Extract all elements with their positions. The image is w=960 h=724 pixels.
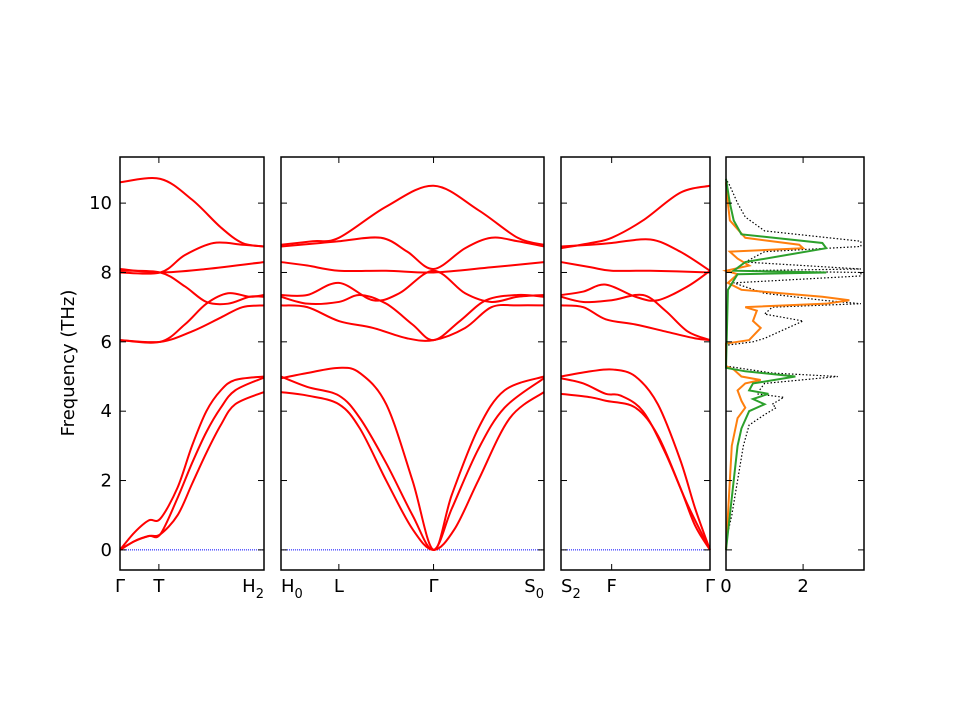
dos-series-3 (724, 178, 828, 550)
band-5 (119, 292, 265, 344)
y-tick-label: 8 (101, 262, 112, 283)
y-axis-label: Frequency (THz) (58, 290, 79, 437)
band-6 (119, 269, 265, 306)
band-7 (280, 261, 545, 274)
band-7 (119, 261, 265, 274)
band-9 (560, 184, 711, 250)
band-2 (119, 376, 265, 551)
x-tick-label: H0 (281, 576, 303, 602)
band-8 (119, 241, 265, 275)
panel-frame (119, 156, 265, 571)
band-panel-1: Γ T H2 (115, 156, 265, 602)
band-3 (119, 391, 265, 551)
x-tick-subscript: 0 (536, 587, 544, 602)
x-tick-label: 2 (797, 576, 808, 597)
band-1 (280, 366, 545, 551)
band-1 (560, 368, 711, 551)
x-tick-subscript: 2 (572, 587, 580, 602)
band-6 (280, 269, 545, 303)
band-4 (119, 304, 265, 344)
band-5 (280, 293, 545, 342)
x-tick-subscript: 2 (256, 587, 264, 602)
x-tick-label: 0 (720, 576, 731, 597)
band-3 (280, 391, 545, 551)
y-tick-label: 2 (101, 471, 112, 492)
band-8 (560, 238, 711, 272)
band-panel-2: H0 L Γ S0 (280, 156, 545, 602)
band-6 (560, 269, 711, 302)
x-tick-label: T (152, 576, 165, 597)
x-tick-label: Γ (115, 576, 125, 597)
panel-frame (280, 156, 545, 571)
x-tick-label: L (334, 576, 344, 597)
x-tick-label: S2 (561, 576, 581, 602)
y-tick-label: 10 (89, 193, 112, 214)
band-panel-3: S2 F Γ (560, 156, 715, 602)
panel-frame (560, 156, 711, 571)
dos-series-2 (722, 182, 850, 550)
y-tick-label: 4 (101, 401, 112, 422)
band-2 (280, 375, 545, 551)
x-tick-label: F (606, 576, 616, 597)
panel-frame (725, 156, 865, 571)
band-7 (560, 261, 711, 274)
band-2 (560, 377, 711, 551)
band-8 (280, 236, 545, 271)
x-tick-subscript: 0 (295, 587, 303, 602)
band-3 (560, 392, 711, 551)
band-9 (119, 177, 265, 248)
y-tick-label: 0 (101, 540, 112, 561)
x-tick-label: S0 (524, 576, 544, 602)
band-9 (280, 184, 545, 246)
band-4 (560, 304, 711, 342)
x-tick-label: Γ (429, 576, 439, 597)
y-tick-label: 6 (101, 332, 112, 353)
band-1 (119, 375, 265, 551)
band-4 (280, 303, 545, 342)
x-tick-label: H2 (242, 576, 264, 602)
band-5 (560, 293, 711, 342)
x-tick-label: Γ (705, 576, 715, 597)
